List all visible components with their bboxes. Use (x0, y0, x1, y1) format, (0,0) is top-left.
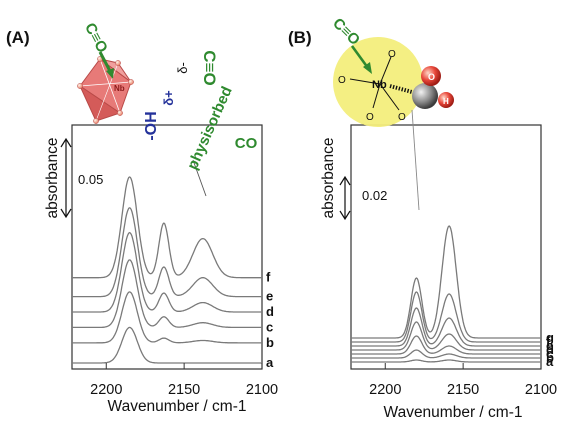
curve-label-a: a (546, 354, 554, 369)
spectrum-curve-e (351, 307, 541, 347)
x-tick-label: 2200 (369, 382, 401, 398)
complex-nb-label: Nb (372, 79, 387, 91)
panel-a-scale-value: 0.05 (78, 172, 103, 187)
curve-label-c: c (546, 346, 553, 361)
curve-label-d: d (266, 304, 274, 319)
x-tick-label: 2150 (447, 382, 479, 398)
spectrum-curve-c (351, 335, 541, 355)
panel-a-y-axis-label: absorbance (44, 137, 61, 218)
spectrum-curve-g (351, 225, 541, 339)
spectrum-curve-d (351, 321, 541, 351)
x-tick-label: 2100 (525, 382, 557, 398)
curve-label-e: e (546, 338, 553, 353)
spectrum-curve-f (351, 291, 541, 343)
physisorbed-label: physisorbed (184, 84, 236, 172)
curve-label-b: b (266, 335, 274, 350)
complex-guide-line (411, 109, 420, 211)
cluster-co-label: C≡O (81, 20, 111, 56)
panel-b-x-axis-label: Wavenumber / cm-1 (384, 404, 523, 421)
hydroxyl-label: -OH (143, 111, 160, 140)
x-tick-label: 2150 (168, 382, 200, 398)
adsorbed-co-label: C≡O (200, 50, 219, 85)
curve-label-c: c (266, 319, 273, 334)
hydroxyl-ball-model (412, 66, 454, 109)
spectrum-curve-a (351, 359, 541, 363)
panel-b-y-axis-label: absorbance (320, 137, 337, 218)
cluster-co-arrow-head (106, 68, 114, 79)
oxygen-atom-top: O (388, 49, 396, 60)
physisorbed-co-label: CO (235, 135, 258, 152)
x-tick-label: 2100 (246, 382, 278, 398)
spectrum-curve-a (72, 326, 262, 364)
curve-label-d: d (546, 342, 554, 357)
curve-label-f: f (266, 270, 271, 285)
delta-minus-label: δ- (175, 62, 190, 74)
curve-label-a: a (266, 355, 274, 370)
panel-b-plot-frame (350, 124, 542, 370)
curve-label-f: f (546, 334, 551, 349)
panel-a-scale-bar (60, 137, 72, 219)
delta-plus-label: δ+ (161, 90, 176, 106)
nb-cluster-illustration (77, 56, 134, 124)
oxygen-atom-bottom-left: O (366, 112, 374, 123)
panel-b-scale-bar (339, 175, 351, 221)
panel-a-plot-frame (71, 124, 263, 370)
spectrum-curve-d (72, 231, 262, 313)
spectrum-curve-f (72, 176, 262, 279)
hydroxyl-oxygen-label: O (428, 72, 435, 82)
cluster-co-arrow (98, 51, 113, 74)
complex-co-arrow (350, 45, 370, 69)
x-tick-label: 2200 (90, 382, 122, 398)
panel-b-letter: (B) (288, 28, 312, 47)
panel-b-x-ticks: 2200 2150 2100 (369, 363, 557, 398)
spectrum-curve-b (351, 349, 541, 359)
spectrum-curve-e (72, 207, 262, 298)
oxygen-atom-bottom-right: O (398, 112, 406, 123)
spectrum-curve-b (72, 291, 262, 344)
spectrum-curve-c (72, 259, 262, 329)
panel-a-x-axis-label: Wavenumber / cm-1 (108, 398, 247, 415)
curve-label-e: e (266, 289, 273, 304)
complex-co-arrow-head (363, 62, 372, 74)
oxygen-atom-left: O (338, 75, 346, 86)
curve-label-g: g (546, 330, 554, 345)
panel-a-letter: (A) (6, 28, 30, 47)
physisorbed-guide-line (192, 159, 207, 197)
panel-b-scale-value: 0.02 (362, 188, 387, 203)
complex-highlight-disc (333, 37, 423, 127)
cluster-nb-label: Nb (114, 84, 125, 93)
nb-complex-bonds (349, 56, 413, 111)
panel-a-x-ticks: 2200 2150 2100 (90, 363, 278, 398)
curve-label-b: b (546, 350, 554, 365)
hydroxyl-hydrogen-label: H (443, 97, 449, 106)
